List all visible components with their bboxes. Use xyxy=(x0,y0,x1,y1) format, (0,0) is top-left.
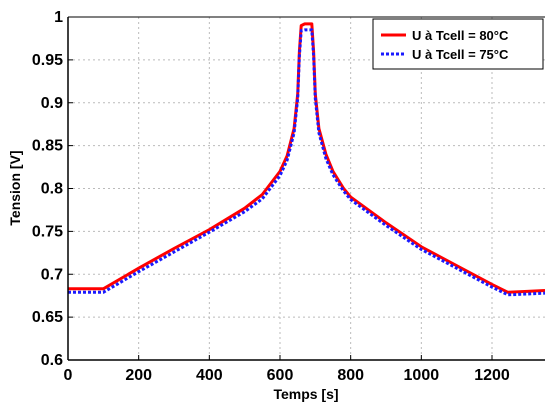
series-layer xyxy=(68,22,545,297)
y-tick-label: 0.6 xyxy=(41,352,63,369)
legend: U à Tcell = 80°C U à Tcell = 75°C xyxy=(372,18,544,70)
y-tick-label: 0.85 xyxy=(32,138,63,155)
y-axis-label: Tension [V] xyxy=(7,150,23,225)
x-tick-label: 400 xyxy=(196,367,223,384)
axes xyxy=(67,16,545,361)
y-tick-label: 0.7 xyxy=(41,266,63,283)
x-tick-label: 800 xyxy=(337,367,364,384)
y-tick-label: 0.9 xyxy=(41,95,63,112)
x-tick-label: 1200 xyxy=(474,367,510,384)
tick-labels: 0 200 400 600 800 1000 1200 0.6 0.65 0.7 0.75 0.8 0.… xyxy=(32,9,510,384)
series-line-1 xyxy=(68,22,545,294)
y-tick-label: 0.8 xyxy=(41,181,63,198)
y-tick-label: 1 xyxy=(54,9,63,26)
x-axis-label: Temps [s] xyxy=(273,386,338,402)
x-tick-label: 600 xyxy=(267,367,294,384)
x-tick-label: 1000 xyxy=(404,367,440,384)
legend-box xyxy=(372,18,544,70)
legend-label-series-2: U à Tcell = 75°C xyxy=(412,47,509,62)
legend-label-series-1: U à Tcell = 80°C xyxy=(412,28,509,43)
x-tick-label: 200 xyxy=(125,367,152,384)
y-tick-label: 0.65 xyxy=(32,309,63,326)
y-tick-label: 0.95 xyxy=(32,52,63,69)
x-tick-label: 0 xyxy=(64,367,73,384)
y-tick-label: 0.75 xyxy=(32,223,63,240)
plot-area xyxy=(68,17,545,360)
series-line-2 xyxy=(68,28,545,297)
